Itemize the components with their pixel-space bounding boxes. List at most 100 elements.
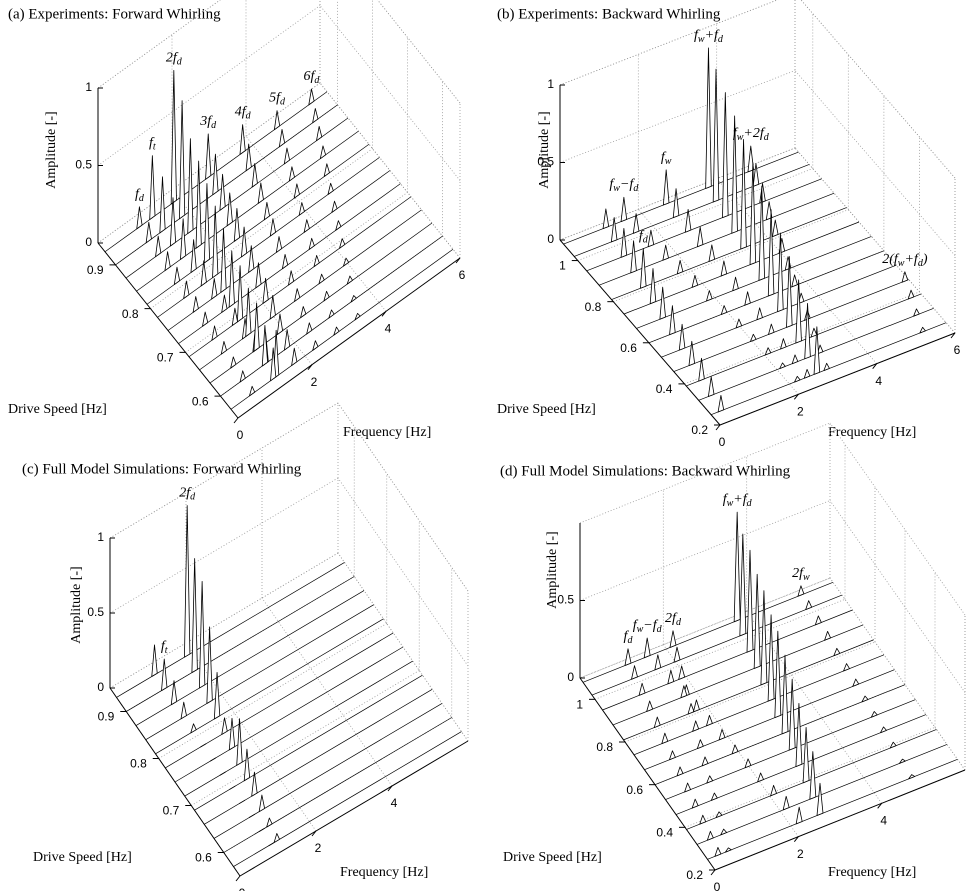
spectral-peak: [289, 167, 294, 181]
spectral-peak: [804, 369, 810, 378]
spectral-peak: [670, 631, 676, 648]
spectral-peak: [902, 272, 908, 282]
peak-label: 2fw: [792, 566, 810, 583]
spectral-peak: [721, 829, 727, 835]
y-axis-label: Drive Speed [Hz]: [8, 402, 107, 417]
spectral-peak: [745, 759, 751, 768]
y-tick-label: 0.8: [122, 307, 139, 321]
peak-label-subscript: d: [747, 498, 753, 509]
peak-label-subscript: d: [718, 34, 724, 45]
peak-label: fw+fd: [694, 28, 724, 45]
trace-baseline: [117, 562, 345, 697]
spectral-peak: [309, 238, 314, 249]
x-tick-label: 2: [797, 405, 804, 419]
spectral-peak: [772, 220, 778, 237]
spectral-peak: [825, 631, 831, 640]
y-tick-label: 0.6: [192, 394, 209, 408]
x-tick-label: 6: [459, 268, 466, 282]
y-axis-label: Drive Speed [Hz]: [503, 850, 602, 865]
y-tick-label: 0.8: [596, 740, 613, 754]
peak-label-part: +2f: [743, 126, 765, 141]
spectral-peak: [707, 776, 713, 783]
grid-line: [110, 478, 338, 613]
spectral-peak: [663, 245, 669, 260]
spectral-peak: [768, 210, 774, 296]
spectral-peak: [753, 164, 759, 187]
peak-label: 2fd: [665, 611, 682, 628]
spectral-peak: [758, 773, 764, 782]
spectral-peak: [274, 833, 279, 842]
spectral-peak: [914, 309, 920, 316]
grid-line: [320, 6, 460, 181]
peak-label: fd: [135, 187, 145, 204]
spectral-peak: [716, 812, 722, 818]
spectral-peak: [734, 512, 740, 622]
x-tick-label: 0: [237, 428, 244, 442]
spectral-peak: [674, 647, 680, 662]
box-edge: [320, 0, 460, 103]
spectral-peak: [284, 148, 289, 164]
x-tick-label: 0: [239, 886, 246, 891]
spectral-peak: [679, 324, 685, 350]
spectral-peak: [319, 274, 324, 284]
spectral-peak: [899, 759, 905, 763]
spectral-peak: [210, 758, 215, 761]
spectral-peak: [711, 793, 717, 800]
spectral-peak: [685, 783, 691, 792]
trace-baseline: [224, 718, 452, 853]
spectral-peak: [199, 581, 204, 688]
spectral-peak: [259, 828, 264, 831]
spectral-peak: [292, 348, 297, 365]
z-tick-label: 0: [547, 232, 554, 246]
spectral-peak: [908, 290, 914, 299]
spectral-peak: [803, 727, 809, 782]
spectral-peak: [329, 310, 334, 318]
spectral-peak: [191, 240, 196, 273]
peak-label: ft: [149, 136, 156, 153]
peak-label-subscript: d: [190, 492, 196, 503]
z-tick-label: 1: [85, 80, 92, 94]
spectral-peak: [313, 341, 318, 351]
spectral-peak: [212, 279, 217, 300]
spectral-peak: [229, 718, 234, 750]
grid-line: [338, 478, 468, 666]
grid-line: [795, 71, 955, 256]
spectral-peak: [707, 831, 713, 840]
spectral-peak: [301, 307, 306, 318]
spectral-peak: [706, 48, 712, 189]
spectral-peak: [709, 245, 715, 262]
trace-baseline: [708, 759, 958, 859]
spectral-peak: [794, 376, 800, 382]
spectral-peak: [677, 260, 683, 274]
spectral-peak: [220, 772, 225, 775]
spectral-peak: [621, 228, 627, 257]
trace-baseline: [686, 294, 921, 386]
axis-line: [720, 333, 955, 425]
peak-label: 2fd: [166, 51, 183, 68]
tick-mark: [236, 876, 240, 881]
grid-line: [830, 501, 965, 693]
spectral-peak: [222, 295, 227, 312]
spectral-peak: [165, 252, 170, 271]
x-tick-label: 0: [714, 880, 721, 891]
spectral-peak: [174, 267, 179, 284]
z-axis-label: Amplitude [-]: [69, 566, 84, 643]
peak-label-subscript: t: [153, 142, 156, 153]
grid-line: [580, 501, 830, 601]
spectral-peak: [815, 616, 821, 625]
grid-line: [795, 148, 955, 333]
spectral-peak: [663, 170, 669, 205]
spectral-peak: [269, 842, 274, 845]
trace-baseline: [146, 605, 374, 740]
peak-label: ft: [161, 639, 168, 656]
spectral-peak: [713, 69, 719, 202]
spectral-peak: [611, 218, 617, 242]
trace-baseline: [612, 208, 847, 300]
spectral-peak: [721, 261, 727, 276]
spectral-peak: [220, 174, 225, 210]
spectral-peak: [204, 184, 209, 263]
spectral-peak: [632, 666, 638, 680]
spectral-peak: [274, 111, 279, 130]
spectral-peak: [162, 659, 167, 691]
spectral-peak: [193, 297, 198, 313]
